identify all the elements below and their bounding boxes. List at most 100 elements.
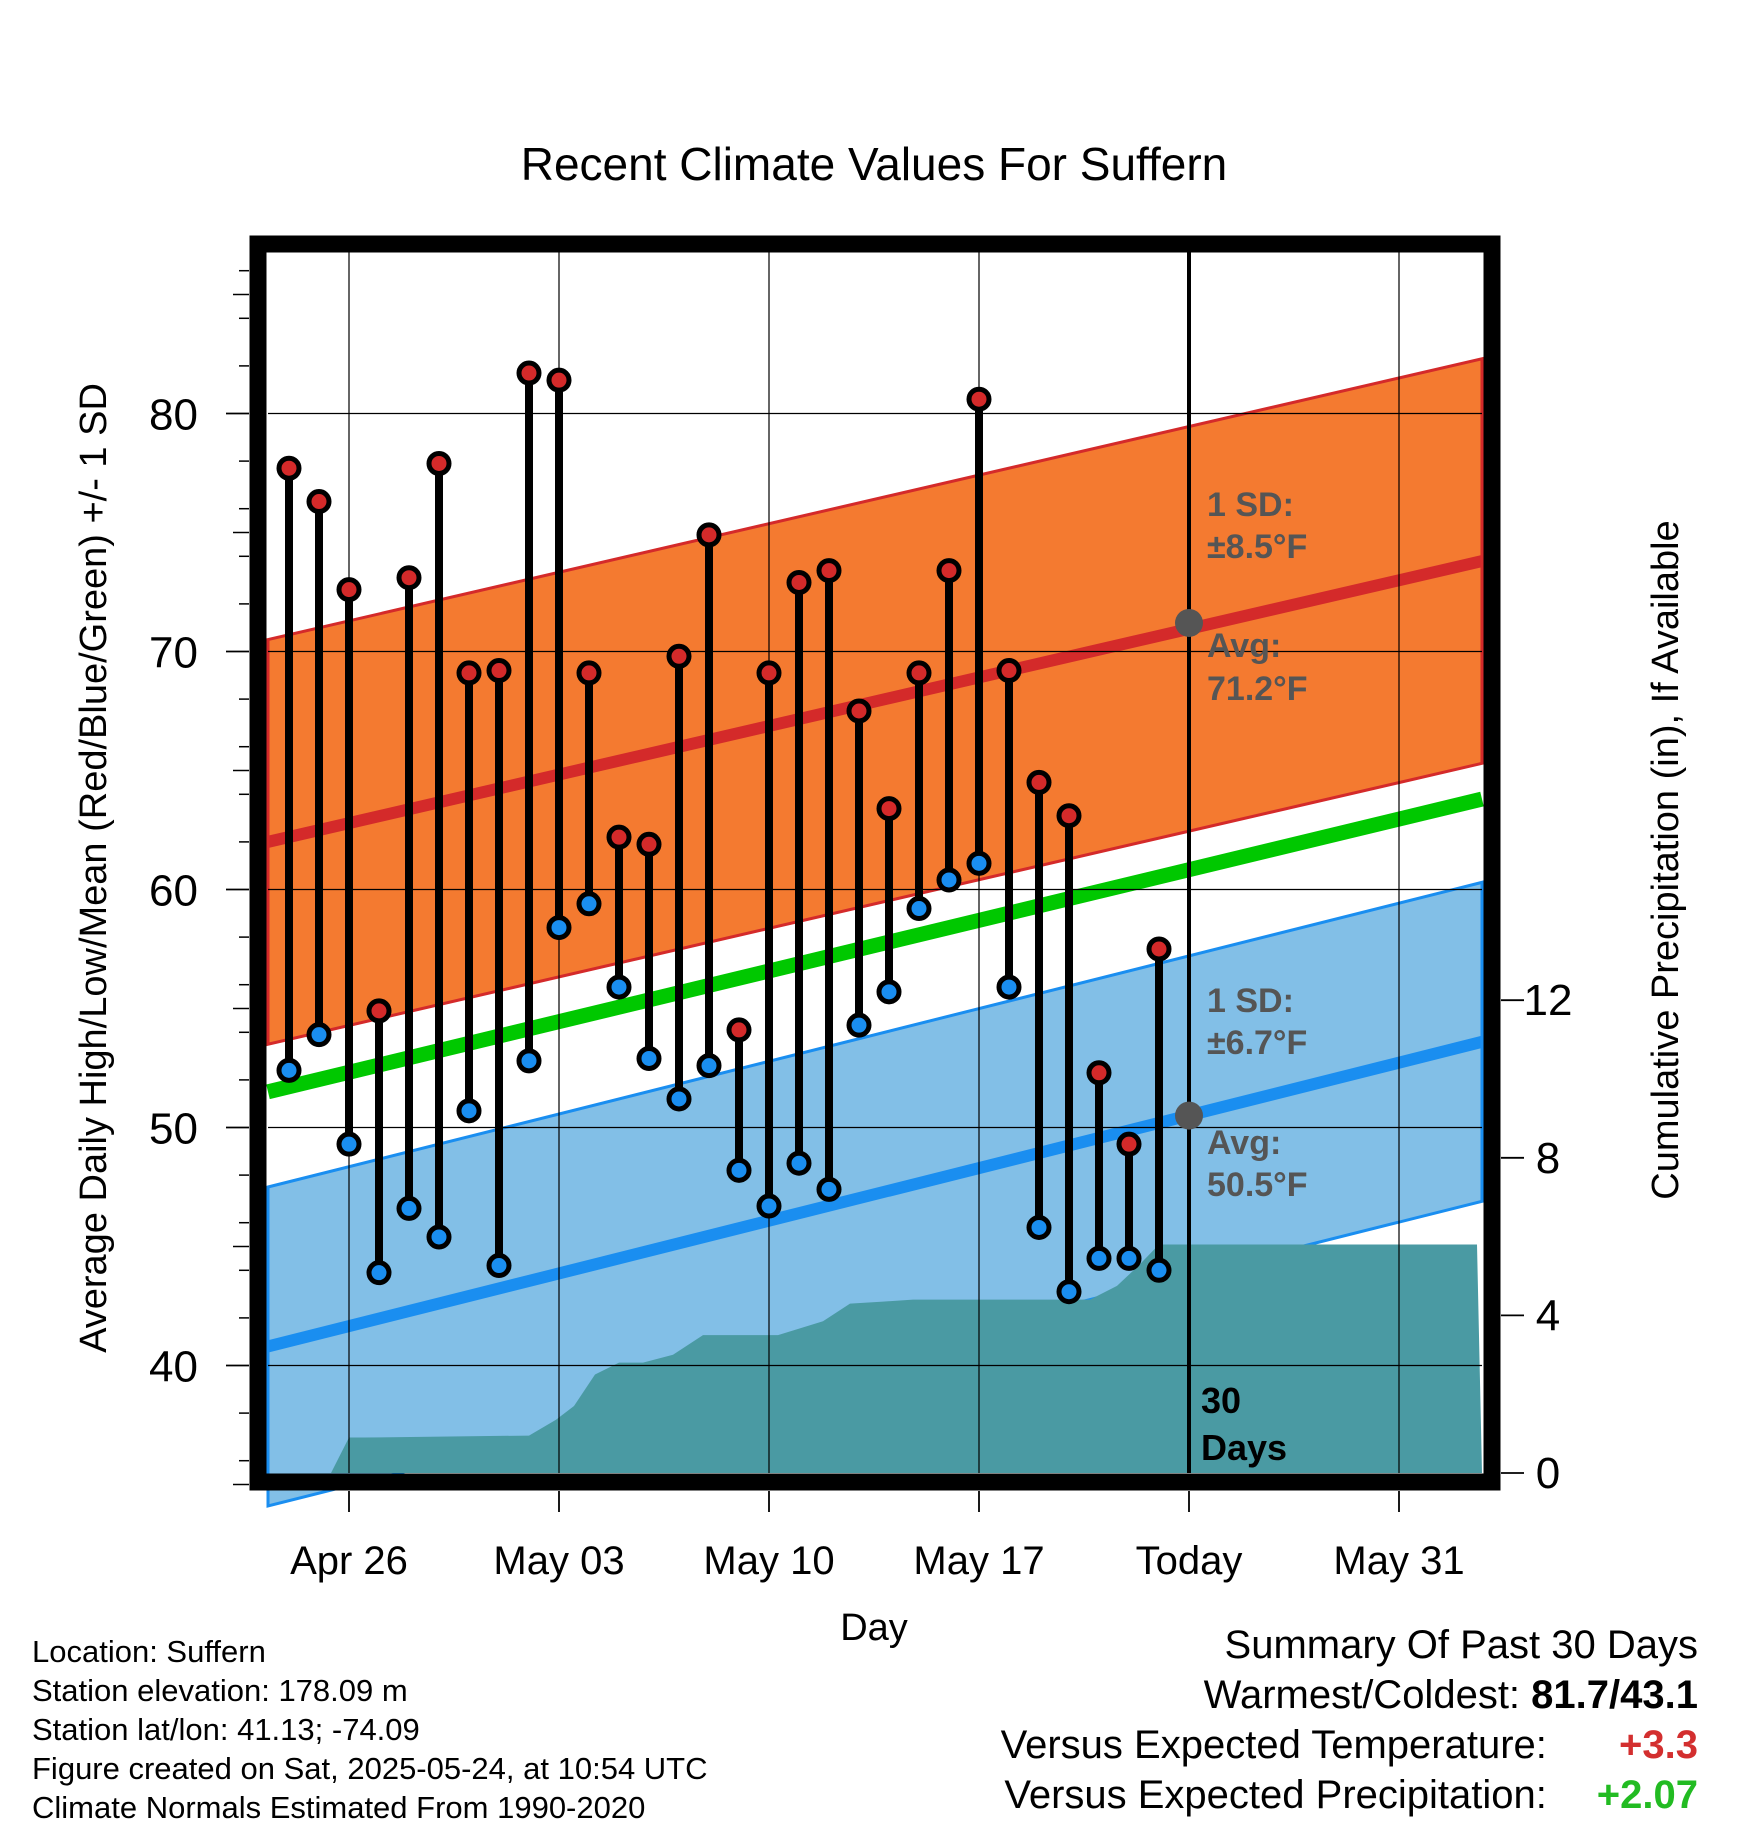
today-days-label: Days [1201, 1427, 1287, 1468]
daily-low-point [576, 891, 602, 917]
daily-high-point [936, 558, 962, 584]
daily-high-point [426, 450, 452, 476]
temp-label: Versus Expected Temperature: [1000, 1723, 1547, 1767]
created-text: Figure created on Sat, 2025-05-24, at 10… [32, 1751, 708, 1786]
y2-axis-tick-label: 12 [1524, 976, 1573, 1025]
daily-low-point [1116, 1245, 1142, 1271]
daily-high-point [696, 522, 722, 548]
low-sd-label: 1 SD: [1207, 982, 1294, 1020]
y-axis-left: 40 50 60 70 80 [149, 269, 249, 1486]
daily-high-point [846, 698, 872, 724]
daily-high-point [816, 558, 842, 584]
summary-heading: Summary Of Past 30 Days [1224, 1623, 1698, 1667]
today-marker: 30 Days [1187, 252, 1287, 1473]
daily-high-point [396, 565, 422, 591]
daily-high-point [876, 796, 902, 822]
y-axis-tick-label: 80 [149, 391, 198, 440]
daily-low-point [876, 979, 902, 1005]
daily-low-point [696, 1053, 722, 1079]
daily-low-point [936, 867, 962, 893]
daily-high-point [666, 643, 692, 669]
daily-low-point [606, 974, 632, 1000]
x-axis-tick-label: May 03 [493, 1539, 624, 1583]
daily-high-point [486, 658, 512, 684]
temp-value: +3.3 [1619, 1723, 1698, 1767]
x-axis-tick-label: Today [1136, 1539, 1243, 1583]
daily-low-point [996, 974, 1022, 1000]
daily-high-point [336, 577, 362, 603]
station-info: Location: Suffern Station elevation: 178… [32, 1632, 708, 1827]
low-sd-value: ±6.7°F [1207, 1024, 1307, 1062]
daily-high-point [1146, 936, 1172, 962]
y-axis-tick-label: 50 [149, 1105, 198, 1154]
normals-text: Climate Normals Estimated From 1990-2020 [32, 1790, 646, 1825]
daily-high-point [606, 824, 632, 850]
daily-low-point [786, 1150, 812, 1176]
x-axis: Apr 26 May 03 May 10 May 17 Today May 31 [290, 1491, 1465, 1583]
y-axis-label: Average Daily High/Low/Mean (Red/Blue/Gr… [73, 383, 115, 1353]
daily-high-point [366, 998, 392, 1024]
normal-annotations: 1 SD: ±8.5°F Avg: 71.2°F 1 SD: ±6.7°F Av… [1207, 486, 1308, 1204]
daily-low-point [966, 850, 992, 876]
cumulative-precip-area [268, 1244, 1482, 1473]
today-days-count: 30 [1201, 1380, 1241, 1421]
temp-row: Versus Expected Temperature: +3.3 [1001, 1720, 1698, 1770]
low-avg-label: Avg: [1207, 1124, 1281, 1162]
precip-row: Versus Expected Precipitation: +2.07 [1001, 1770, 1698, 1820]
daily-high-point [966, 386, 992, 412]
y-axis-tick-label: 60 [149, 867, 198, 916]
location-text: Location: Suffern [32, 1634, 266, 1669]
daily-low-point [726, 1157, 752, 1183]
warmest-label: Warmest/Coldest: [1203, 1673, 1521, 1717]
daily-low-point [396, 1195, 422, 1221]
daily-high-point [786, 569, 812, 595]
daily-high-point [516, 360, 542, 386]
y2-axis-tick-label: 0 [1536, 1449, 1560, 1498]
daily-low-point [366, 1260, 392, 1286]
y2-axis-label: Cumulative Precipitation (in), If Availa… [1645, 520, 1687, 1199]
y-axis-tick-label: 70 [149, 629, 198, 678]
plot-frame [249, 235, 1501, 1491]
daily-high-point [1086, 1060, 1112, 1086]
daily-high-point [906, 660, 932, 686]
warmest-value: 81.7/43.1 [1531, 1673, 1698, 1717]
precip-value: +2.07 [1596, 1773, 1698, 1817]
low-avg-value: 50.5°F [1207, 1166, 1308, 1204]
daily-low-point [306, 1022, 332, 1048]
y2-axis-tick-label: 4 [1536, 1291, 1560, 1340]
daily-low-point [1086, 1245, 1112, 1271]
daily-low-point [666, 1086, 692, 1112]
daily-low-point [1026, 1214, 1052, 1240]
daily-high-point [996, 658, 1022, 684]
y-axis-tick-label: 40 [149, 1343, 198, 1392]
daily-low-point [1146, 1257, 1172, 1283]
precip-label: Versus Expected Precipitation: [1004, 1773, 1547, 1817]
high-sd-label: 1 SD: [1207, 486, 1294, 524]
daily-high-point [276, 455, 302, 481]
high-sd-value: ±8.5°F [1207, 528, 1307, 566]
x-axis-label: Day [840, 1607, 908, 1649]
daily-low-point [516, 1048, 542, 1074]
today-low-avg-point [1175, 1101, 1203, 1130]
y2-axis-tick-label: 8 [1536, 1134, 1560, 1183]
daily-low-point [276, 1057, 302, 1083]
daily-high-point [576, 660, 602, 686]
high-avg-value: 71.2°F [1207, 670, 1308, 708]
warmest-row: Warmest/Coldest: 81.7/43.1 [1001, 1670, 1698, 1720]
today-high-avg-point [1175, 608, 1203, 637]
daily-high-point [636, 831, 662, 857]
x-axis-tick-label: May 10 [703, 1539, 834, 1583]
daily-high-point [756, 660, 782, 686]
daily-values [276, 360, 1203, 1305]
daily-high-point [1026, 769, 1052, 795]
chart-title: Recent Climate Values For Suffern [521, 138, 1228, 190]
x-axis-tick-label: Apr 26 [290, 1539, 408, 1583]
elevation-text: Station elevation: 178.09 m [32, 1673, 408, 1708]
normal-bands [266, 356, 1484, 1508]
latlon-text: Station lat/lon: 41.13; -74.09 [32, 1712, 420, 1747]
daily-high-point [456, 660, 482, 686]
plot-area: 30 Days 1 SD: ±8.5°F Avg: 71.2°F 1 SD: ±… [249, 235, 1501, 1508]
daily-low-point [906, 896, 932, 922]
daily-low-point [456, 1098, 482, 1124]
